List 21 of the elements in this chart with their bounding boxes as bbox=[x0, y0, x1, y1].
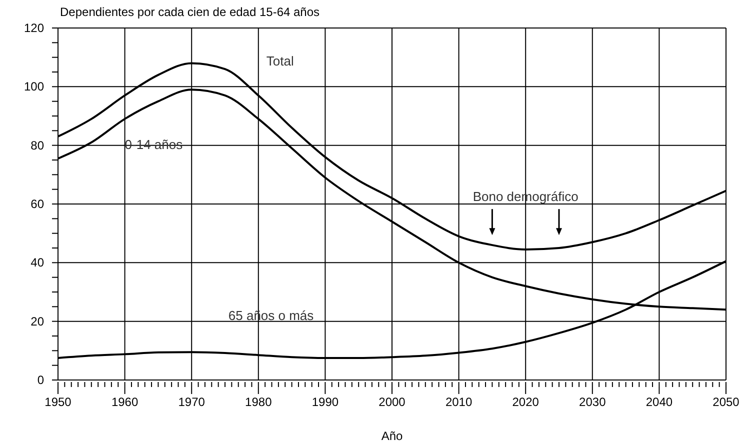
series-label: Total bbox=[266, 53, 294, 68]
x-tick-label: 2000 bbox=[378, 395, 406, 409]
x-tick-label: 1950 bbox=[44, 395, 72, 409]
x-tick-label: 2020 bbox=[512, 395, 540, 409]
x-tick-label: 1960 bbox=[111, 395, 138, 409]
x-tick-label: 2030 bbox=[579, 395, 606, 409]
y-tick-label: 20 bbox=[30, 314, 44, 328]
x-axis-title: Año bbox=[381, 429, 403, 443]
y-tick-label: 120 bbox=[24, 21, 44, 35]
x-tick-label: 1980 bbox=[245, 395, 272, 409]
y-tick-label: 40 bbox=[30, 256, 44, 270]
y-tick-label: 60 bbox=[30, 197, 44, 211]
x-tick-label: 1970 bbox=[178, 395, 206, 409]
x-tick-label: 2040 bbox=[646, 395, 673, 409]
x-tick-label: 1990 bbox=[312, 395, 339, 409]
y-tick-label: 100 bbox=[24, 80, 44, 94]
x-tick-label: 2050 bbox=[712, 395, 740, 409]
y-tick-label: 0 bbox=[37, 373, 44, 387]
y-tick-label: 80 bbox=[30, 138, 44, 152]
y-axis-title: Dependientes por cada cien de edad 15-64 años bbox=[60, 5, 320, 19]
x-tick-label: 2010 bbox=[445, 395, 472, 409]
